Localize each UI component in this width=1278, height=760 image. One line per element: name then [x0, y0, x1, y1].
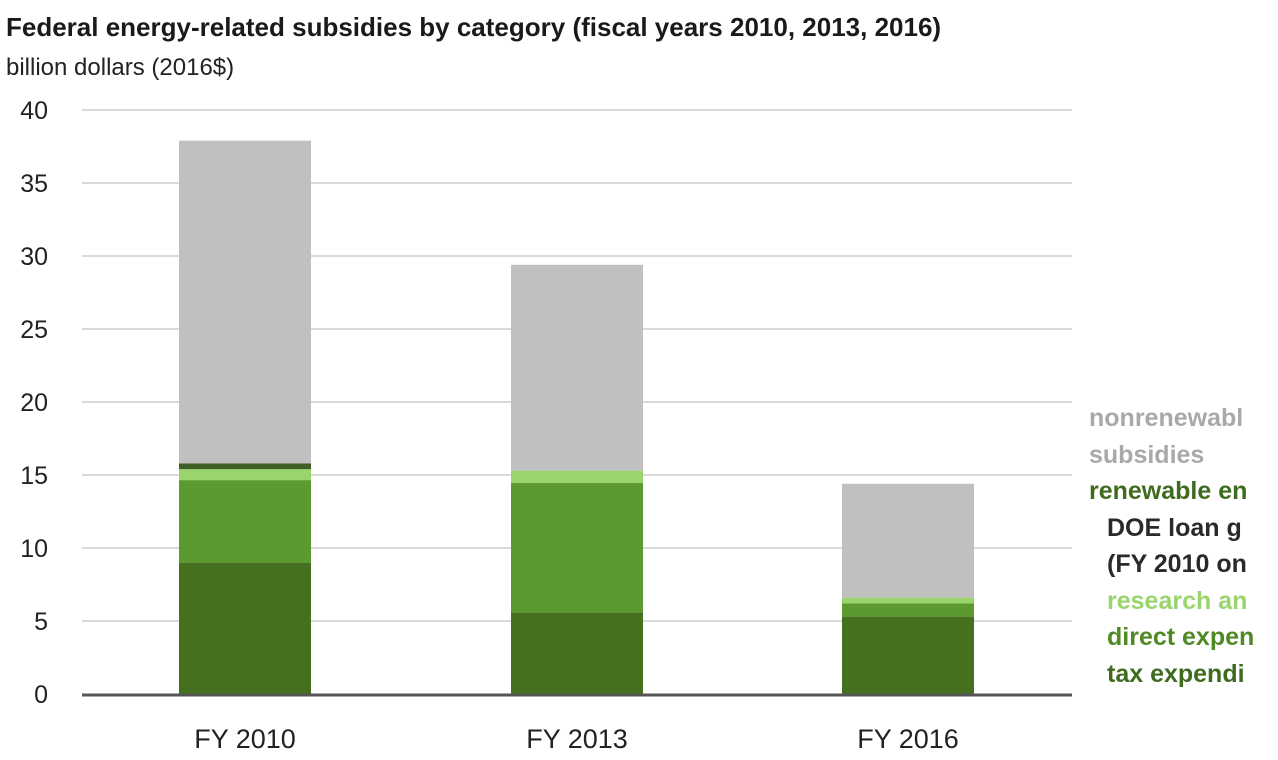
- bar-segment: [179, 469, 311, 481]
- legend-research: research an: [1107, 586, 1248, 615]
- bar-segment: [179, 480, 311, 563]
- legend-renewable-header: renewable en: [1089, 477, 1248, 505]
- bar-segment: [842, 603, 974, 617]
- x-tick-label: FY 2010: [194, 724, 296, 754]
- y-tick-label: 15: [20, 462, 48, 490]
- bar-segment: [842, 616, 974, 694]
- legend-label: (FY 2010 on: [1107, 550, 1247, 578]
- legend-direct: direct expen: [1107, 623, 1255, 651]
- bar-segment: [511, 483, 643, 613]
- legend-label: subsidies: [1089, 440, 1205, 469]
- y-tick-label: 10: [20, 535, 48, 563]
- legend-label: DOE loan g: [1107, 513, 1242, 542]
- y-tick-label: 25: [20, 316, 48, 344]
- legend: nonrenewabl subsidies renewable en DOE l…: [1089, 400, 1278, 692]
- bar-segment: [179, 562, 311, 694]
- chart-title: Federal energy-related subsidies by cate…: [6, 12, 942, 42]
- x-tick-label: FY 2016: [857, 724, 959, 754]
- x-tick-label: FY 2013: [526, 724, 628, 754]
- bar-segment: [842, 597, 974, 604]
- bar-segment: [511, 264, 643, 471]
- y-tick-label: 20: [20, 389, 48, 417]
- bar-segment: [511, 470, 643, 484]
- chart-subtitle: billion dollars (2016$): [6, 54, 235, 81]
- y-tick-label: 40: [20, 97, 48, 125]
- legend-label: nonrenewabl: [1089, 404, 1244, 432]
- bar-segment: [842, 483, 974, 598]
- bar-segment: [179, 463, 311, 470]
- legend-tax: tax expendi: [1107, 659, 1245, 688]
- y-tick-label: 30: [20, 243, 48, 271]
- legend-nonrenewable: nonrenewabl subsidies: [1089, 400, 1278, 473]
- legend-doe: DOE loan g (FY 2010 on: [1089, 510, 1278, 583]
- y-tick-label: 35: [20, 170, 48, 198]
- y-tick-label: 5: [34, 608, 48, 636]
- bar-segment: [511, 612, 643, 694]
- bar-segment: [179, 140, 311, 464]
- y-tick-label: 0: [34, 681, 48, 709]
